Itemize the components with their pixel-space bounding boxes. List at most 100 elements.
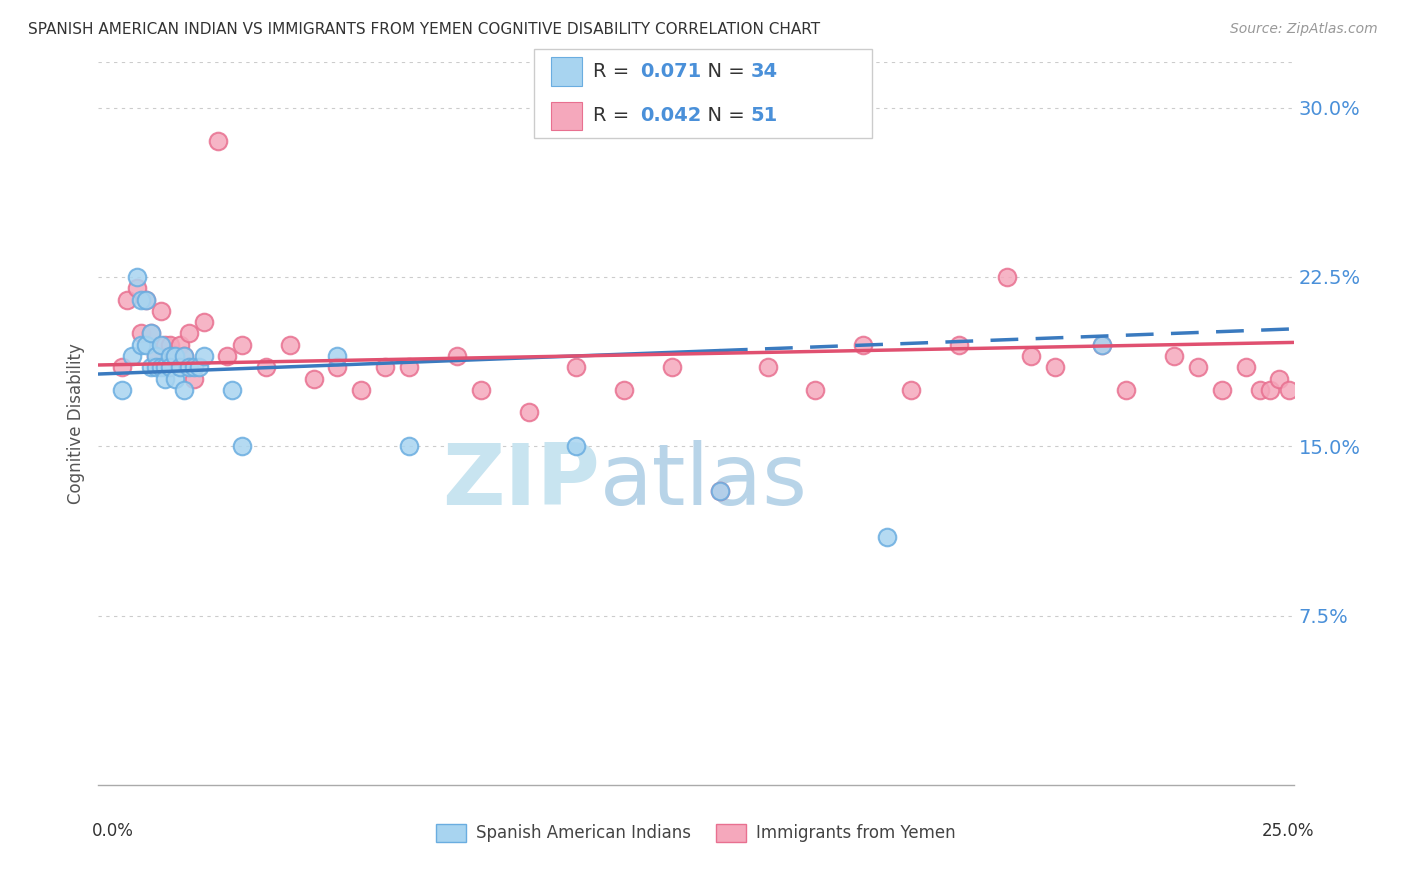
Point (139, 360, 162, 375)
Point (149, 303, 172, 318)
Text: SPANISH AMERICAN INDIAN VS IMMIGRANTS FROM YEMEN COGNITIVE DISABILITY CORRELATIO: SPANISH AMERICAN INDIAN VS IMMIGRANTS FR… (28, 22, 820, 37)
Text: R =: R = (593, 62, 636, 81)
Point (149, 360, 172, 375)
Point (852, 337, 875, 351)
Point (169, 360, 191, 375)
Point (995, 269, 1018, 284)
Text: 51: 51 (751, 106, 778, 126)
Point (173, 349, 195, 363)
Point (125, 281, 148, 295)
Point (1115, 383, 1137, 397)
Point (179, 326, 201, 341)
Point (131, 326, 153, 341)
Text: 25.0%: 25.0% (1263, 822, 1315, 840)
Y-axis label: Cognitive Disability: Cognitive Disability (67, 343, 86, 504)
Point (350, 383, 373, 397)
Point (876, 530, 898, 544)
Point (207, 135, 229, 149)
Point (131, 337, 153, 351)
Point (115, 293, 138, 307)
Point (135, 293, 157, 307)
Point (804, 383, 827, 397)
Point (163, 349, 186, 363)
Point (193, 349, 215, 363)
Point (183, 371, 205, 385)
Point (173, 349, 195, 363)
Point (446, 349, 468, 363)
Text: N =: N = (695, 62, 751, 81)
Point (374, 360, 396, 375)
Point (900, 383, 922, 397)
Point (169, 337, 191, 351)
Text: 34: 34 (751, 62, 778, 81)
Point (1091, 337, 1114, 351)
Text: 0.042: 0.042 (640, 106, 702, 126)
Point (173, 383, 195, 397)
Point (1234, 360, 1257, 375)
Point (517, 405, 540, 419)
Point (231, 337, 253, 351)
Point (145, 360, 167, 375)
Point (1249, 383, 1271, 397)
Point (565, 360, 588, 375)
Point (163, 371, 186, 385)
Point (159, 349, 181, 363)
Point (398, 360, 420, 375)
Point (135, 337, 157, 351)
Point (111, 383, 134, 397)
Point (302, 371, 325, 385)
Point (1091, 337, 1114, 351)
Point (613, 383, 636, 397)
Point (149, 337, 172, 351)
Point (231, 439, 253, 453)
Point (131, 293, 153, 307)
Point (221, 383, 243, 397)
Point (1019, 349, 1042, 363)
Point (163, 349, 186, 363)
Point (159, 360, 181, 375)
Point (183, 360, 205, 375)
Point (326, 360, 349, 375)
Point (159, 337, 181, 351)
Point (1163, 349, 1185, 363)
Point (187, 360, 209, 375)
Point (1043, 360, 1066, 375)
Point (145, 349, 167, 363)
Point (1278, 383, 1301, 397)
Text: 0.0%: 0.0% (91, 822, 134, 840)
Point (470, 383, 492, 397)
Point (254, 360, 277, 375)
Point (111, 360, 134, 375)
Text: N =: N = (695, 106, 751, 126)
Point (145, 349, 167, 363)
Point (565, 439, 588, 453)
Point (278, 337, 301, 351)
Point (121, 349, 143, 363)
Point (398, 439, 420, 453)
Point (1268, 371, 1291, 385)
Point (1211, 383, 1233, 397)
Point (139, 326, 162, 341)
Point (1258, 383, 1281, 397)
Point (709, 484, 731, 499)
Point (756, 360, 779, 375)
Point (155, 371, 177, 385)
Text: R =: R = (593, 106, 636, 126)
Point (1187, 360, 1209, 375)
Point (155, 337, 177, 351)
Legend: Spanish American Indians, Immigrants from Yemen: Spanish American Indians, Immigrants fro… (429, 817, 963, 849)
Point (139, 326, 162, 341)
Point (217, 349, 239, 363)
Point (709, 484, 731, 499)
Point (179, 360, 201, 375)
Text: 0.071: 0.071 (640, 62, 702, 81)
Point (193, 315, 215, 329)
Point (155, 360, 177, 375)
Point (661, 360, 683, 375)
Point (125, 269, 148, 284)
Text: atlas: atlas (600, 440, 808, 523)
Text: Source: ZipAtlas.com: Source: ZipAtlas.com (1230, 22, 1378, 37)
Text: ZIP: ZIP (443, 440, 600, 523)
Point (135, 293, 157, 307)
Point (326, 349, 349, 363)
